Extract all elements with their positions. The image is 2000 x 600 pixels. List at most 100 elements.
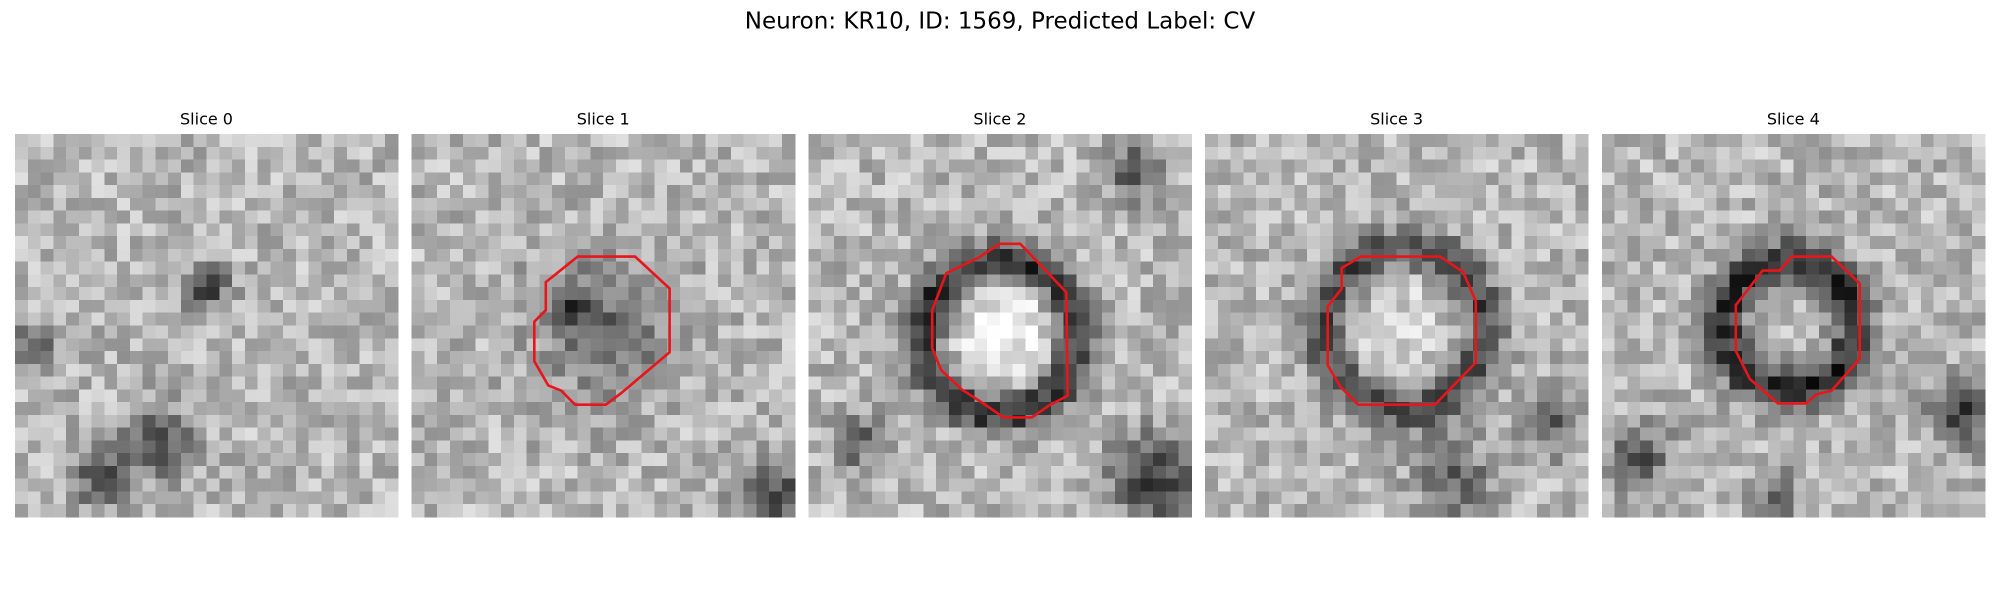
pixel [923,338,937,352]
pixel [232,504,246,518]
pixel [1869,261,1884,276]
pixel [1524,427,1538,441]
pixel [1729,159,1743,173]
pixel [1933,274,1948,288]
pixel [743,465,757,480]
pixel [334,299,348,314]
pixel [1038,210,1052,224]
pixel [372,197,386,212]
pixel [1205,197,1219,212]
pixel [1447,440,1462,454]
pixel [1818,299,1833,314]
pixel [1665,478,1679,493]
pixel [577,478,592,493]
pixel [1946,197,1960,212]
pixel [142,210,157,224]
pixel [53,478,67,493]
pixel [385,236,399,250]
pixel [1524,504,1538,518]
pixel [1844,325,1858,339]
pixel [1562,491,1576,505]
pixel [987,159,1001,173]
pixel [168,453,182,467]
pixel [206,287,220,301]
pixel [1755,287,1769,301]
pixel [91,351,105,365]
pixel [1217,338,1232,352]
pixel [1332,172,1347,186]
pixel [334,312,348,327]
pixel [1511,478,1525,493]
pixel [808,261,822,276]
pixel [321,363,335,378]
pixel [961,363,975,378]
pixel [1205,389,1219,403]
pixel [1409,363,1423,378]
pixel [1562,172,1576,186]
pixel [718,236,732,250]
pixel [1524,402,1538,416]
pixel [1972,299,1986,314]
pixel [1716,146,1731,161]
pixel [1614,274,1628,288]
pixel [1205,261,1219,276]
pixel [859,338,873,352]
pixel [283,134,297,148]
pixel [1205,287,1219,301]
pixel [359,185,374,199]
pixel [1473,376,1487,390]
pixel [1422,274,1436,288]
pixel [1562,210,1576,224]
pixel [897,159,912,173]
pixel [1358,363,1372,378]
pixel [1434,453,1449,467]
pixel [769,478,783,493]
pixel [462,210,477,224]
pixel [283,491,297,505]
pixel [1627,402,1641,416]
pixel [244,389,259,403]
pixel [219,389,233,403]
pixel [1549,287,1564,301]
segmentation-contour [1326,255,1478,407]
pixel [1089,210,1103,224]
pixel [1869,146,1884,161]
pixel [1307,325,1321,339]
pixel [1511,274,1525,288]
pixel [577,351,592,365]
pixel [974,504,988,518]
pixel [283,325,297,339]
pixel [679,134,694,148]
pixel [501,185,515,199]
pixel [488,299,502,314]
pixel [1127,312,1141,327]
pixel [424,427,438,441]
pixel [1537,363,1551,378]
pixel [372,261,386,276]
pixel [1076,402,1090,416]
pixel [1844,338,1858,352]
pixel [1844,440,1858,454]
pixel [1165,210,1180,224]
pixel [283,504,297,518]
pixel [1434,185,1449,199]
pixel [308,414,322,429]
pixel [539,210,553,224]
pixel [244,223,259,237]
pixel [295,338,310,352]
pixel [833,338,848,352]
pixel [295,248,310,263]
pixel [1524,312,1538,327]
pixel [450,363,464,378]
pixel [462,287,477,301]
pixel [885,261,899,276]
pixel [603,210,617,224]
pixel [936,478,950,493]
pixel [1371,325,1385,339]
pixel [513,325,528,339]
pixel [1895,223,1909,237]
pixel [424,312,438,327]
pixel [1575,287,1589,301]
pixel [155,402,169,416]
pixel [859,197,873,212]
